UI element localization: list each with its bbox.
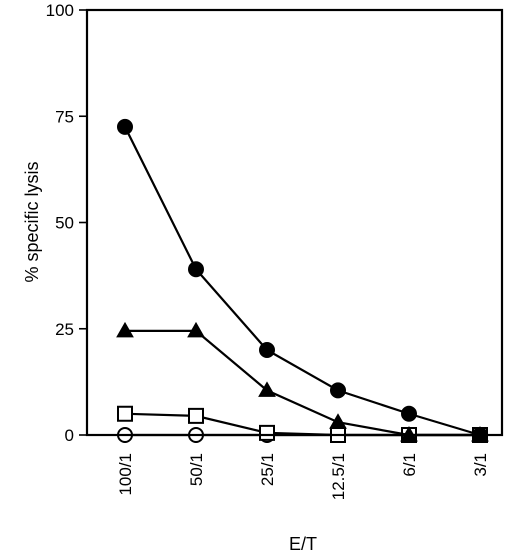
data-point-filled-circle: [188, 261, 204, 278]
series-filled-triangle: [116, 321, 489, 442]
data-point-open-square: [117, 405, 133, 422]
data-point-filled-triangle: [187, 321, 205, 338]
y-tick-label: 50: [55, 214, 74, 233]
series-layer: [116, 118, 489, 443]
data-point-filled-triangle: [258, 381, 276, 397]
data-point-filled-circle: [117, 118, 133, 135]
x-tick-label: 50/1: [187, 453, 206, 486]
x-axis-title: E/T: [289, 534, 317, 552]
x-tick-label: 12.5/1: [329, 453, 348, 500]
plot-area-border: [85, 8, 504, 437]
data-point-filled-circle: [330, 382, 346, 399]
data-point-filled-circle: [401, 405, 417, 422]
y-tick-label: 0: [65, 426, 74, 445]
series-filled-circle: [117, 118, 488, 443]
series-open-square: [117, 405, 488, 443]
plot-frame: [85, 8, 504, 437]
y-tick-label: 100: [46, 1, 74, 20]
x-tick-label: 3/1: [471, 453, 490, 477]
x-tick-label: 6/1: [400, 453, 419, 477]
series-line: [124, 126, 481, 437]
y-axis-title: % specific lysis: [22, 161, 42, 282]
data-point-filled-triangle: [329, 413, 347, 429]
y-axis: 0 25 50 75 100: [46, 1, 87, 445]
y-tick-label: 25: [55, 320, 74, 339]
data-point-filled-triangle: [116, 321, 134, 338]
series-line: [124, 412, 480, 437]
data-point-filled-circle: [259, 342, 275, 358]
x-axis: 100/1 50/1 25/1 12.5/1 6/1 3/1: [116, 435, 490, 500]
data-point-open-square: [259, 424, 275, 441]
data-point-open-square: [188, 407, 204, 424]
x-tick-label: 100/1: [116, 453, 135, 496]
y-tick-label: 75: [55, 107, 74, 126]
x-tick-label: 25/1: [258, 453, 277, 486]
